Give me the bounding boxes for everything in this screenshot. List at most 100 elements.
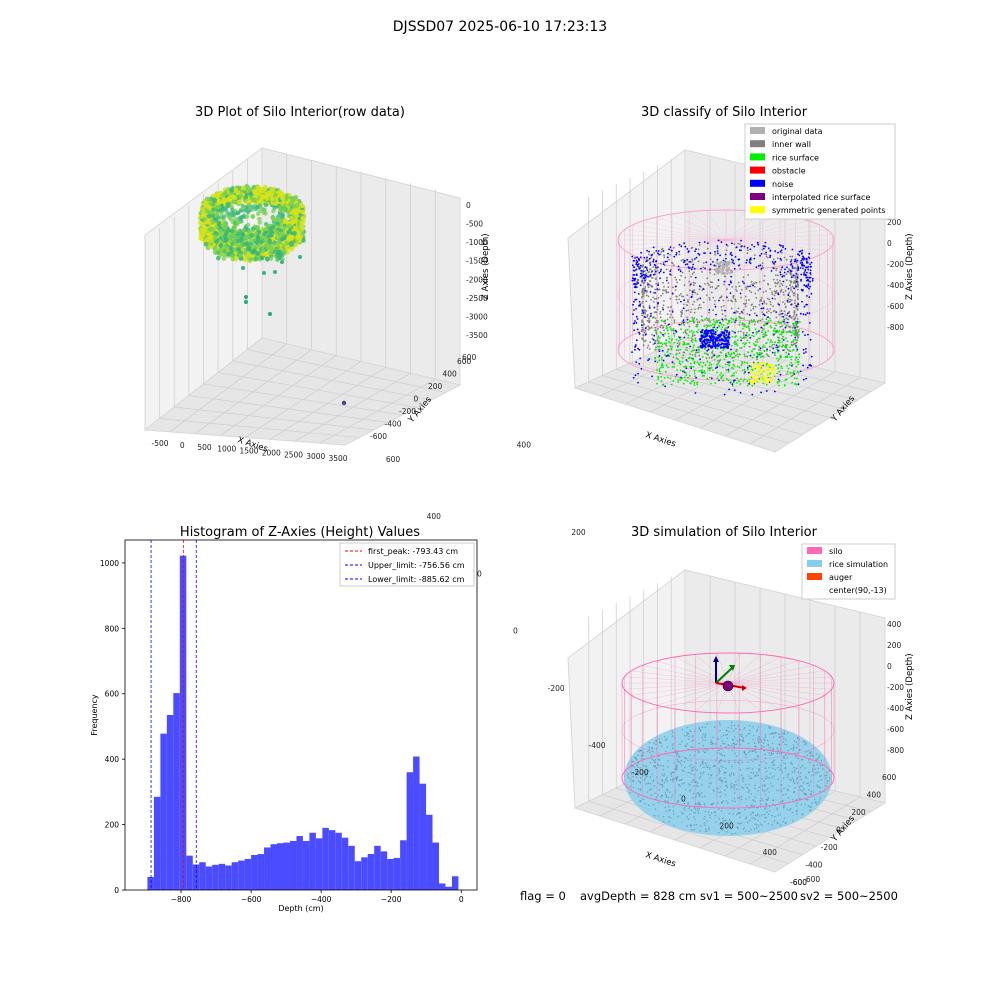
- inner-wall-point: [795, 261, 798, 264]
- rice-surface-point: [698, 370, 700, 372]
- histogram-bar: [413, 756, 420, 890]
- noise-point: [800, 273, 803, 276]
- rice-surface-point: [766, 354, 769, 357]
- rice-surface-point: [748, 329, 751, 332]
- panel1-y-tick: -600: [370, 432, 387, 441]
- raw-data-point: [242, 250, 248, 256]
- inner-wall-point: [645, 300, 648, 303]
- raw-data-point: [238, 193, 243, 199]
- rice-surface-point: [704, 364, 707, 367]
- inner-wall-point: [652, 266, 655, 268]
- raw-data-point: [221, 214, 227, 220]
- noise-point: [731, 242, 733, 245]
- inner-wall-point: [646, 290, 648, 292]
- noise-point: [769, 254, 772, 257]
- inner-wall-point: [667, 282, 670, 284]
- rice-simulation-point: [677, 815, 679, 818]
- rice-surface-point: [755, 332, 758, 335]
- inner-wall-point: [700, 315, 703, 318]
- rice-surface-point: [669, 341, 671, 344]
- rice-surface-point: [673, 362, 675, 365]
- rice-simulation-point: [712, 789, 715, 791]
- symmetric-point: [767, 374, 770, 377]
- noise-point: [703, 339, 706, 342]
- noise-point: [677, 265, 680, 268]
- noise-point: [720, 346, 723, 349]
- rice-surface-point: [660, 380, 663, 382]
- noise-point: [653, 273, 655, 276]
- rice-surface-point: [769, 341, 772, 343]
- rice-surface-point: [680, 322, 683, 325]
- raw-data-point: [200, 221, 206, 227]
- rice-surface-point: [670, 348, 673, 351]
- symmetric-point: [753, 380, 756, 383]
- noise-point: [793, 274, 795, 277]
- noise-point: [691, 291, 694, 294]
- rice-surface-point: [786, 370, 789, 373]
- inner-wall-point: [765, 318, 768, 321]
- inner-wall-point: [782, 291, 785, 294]
- inner-wall-point: [773, 310, 776, 312]
- inner-wall-point: [643, 340, 645, 343]
- legend-swatch: [750, 166, 765, 174]
- inner-wall-point: [792, 315, 795, 318]
- inner-wall-point: [685, 309, 688, 312]
- rice-surface-point: [754, 321, 756, 323]
- inner-wall-point: [796, 295, 799, 298]
- noise-point: [716, 247, 719, 250]
- rice-surface-point: [670, 339, 673, 342]
- rice-surface-point: [659, 342, 661, 345]
- noise-point: [740, 239, 742, 242]
- rice-surface-point: [735, 371, 737, 374]
- noise-point: [805, 271, 808, 274]
- inner-wall-point: [670, 305, 672, 308]
- histogram-bar: [186, 855, 193, 890]
- raw-data-point: [261, 227, 267, 232]
- rice-surface-point: [732, 381, 735, 384]
- panel1-z-tick: 0: [466, 201, 471, 210]
- noise-point: [680, 245, 683, 248]
- legend-swatch: [750, 206, 765, 214]
- noise-point: [747, 285, 749, 288]
- rice-surface-point: [667, 332, 670, 335]
- inner-wall-point: [654, 288, 657, 291]
- symmetric-point: [772, 376, 775, 379]
- rice-surface-point: [733, 356, 736, 358]
- noise-point: [716, 326, 719, 329]
- noise-point: [637, 279, 639, 281]
- noise-point: [647, 275, 649, 278]
- inner-wall-point: [776, 267, 778, 270]
- noise-point: [643, 256, 646, 259]
- rice-surface-point: [654, 340, 657, 343]
- inner-wall-point: [794, 317, 797, 319]
- panel-simulation: 3D simulation of Silo Interior -400-2000…: [567, 525, 915, 887]
- rice-surface-point: [776, 372, 779, 375]
- rice-surface-point: [720, 323, 723, 326]
- raw-data-point: [262, 186, 268, 192]
- noise-point: [631, 264, 634, 267]
- noise-point: [657, 284, 659, 287]
- inner-wall-point: [714, 253, 717, 256]
- rice-surface-point: [700, 370, 703, 373]
- rice-surface-point: [658, 345, 661, 348]
- rice-simulation-point: [681, 783, 684, 785]
- inner-wall-point: [653, 298, 656, 300]
- grid-line: [319, 378, 436, 444]
- noise-point: [728, 283, 731, 286]
- rice-surface-point: [672, 380, 675, 383]
- inner-wall-point: [691, 335, 694, 338]
- raw-data-point: [278, 253, 283, 258]
- panel1-z-tick: -2000: [466, 275, 488, 284]
- panel2-x-tick: 400: [427, 512, 442, 521]
- inner-wall-point: [653, 324, 655, 326]
- symmetric-point: [765, 380, 768, 383]
- inner-wall-point: [782, 335, 784, 338]
- rice-simulation-point: [670, 775, 673, 777]
- symmetric-point: [758, 373, 761, 376]
- noise-point: [723, 393, 726, 396]
- inner-wall-point: [709, 258, 712, 260]
- symmetric-point: [761, 371, 764, 374]
- rice-simulation-point: [699, 764, 702, 766]
- inner-wall-point: [655, 283, 657, 285]
- noise-point: [651, 375, 653, 378]
